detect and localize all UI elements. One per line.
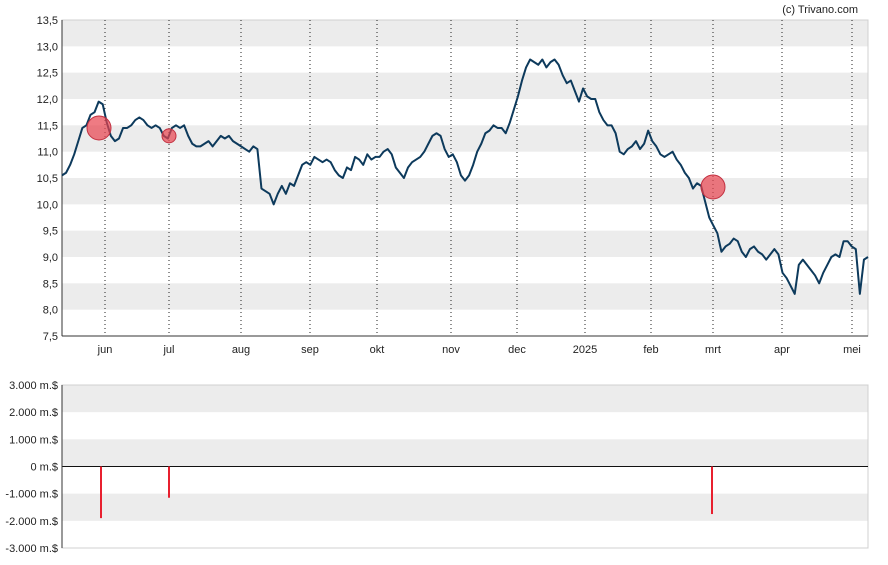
price-x-tick-label: apr bbox=[774, 344, 790, 356]
trade-band bbox=[62, 493, 868, 521]
price-y-tick-label: 13,5 bbox=[37, 15, 58, 27]
price-series-line bbox=[61, 58, 869, 295]
price-background-bands bbox=[61, 19, 869, 337]
trade-y-tick-label: 0 m.$ bbox=[30, 462, 58, 474]
price-y-tick-label: 11,5 bbox=[37, 120, 58, 132]
trade-y-tick-label: -1.000 m.$ bbox=[5, 489, 58, 501]
insider-trade-marker bbox=[86, 115, 112, 141]
price-x-tick-label: dec bbox=[508, 344, 526, 356]
trade-bars bbox=[100, 466, 713, 519]
price-y-tick-label: 8,5 bbox=[43, 278, 58, 290]
price-band bbox=[62, 72, 868, 99]
price-x-axis: jun jul aug sep okt nov dec 2025 feb mrt apr mei bbox=[97, 344, 861, 356]
trade-y-tick-label: 1.000 m.$ bbox=[9, 434, 58, 446]
price-x-tick-label: 2025 bbox=[573, 344, 597, 356]
trade-band bbox=[62, 439, 868, 467]
attribution-text: (c) Trivano.com bbox=[782, 4, 858, 16]
price-x-tick-label: sep bbox=[301, 344, 319, 356]
price-y-tick-label: 12,0 bbox=[37, 94, 58, 106]
price-band bbox=[62, 20, 868, 47]
price-x-tick-label: mrt bbox=[705, 344, 721, 356]
trade-y-tick-label: -3.000 m.$ bbox=[5, 543, 58, 555]
trade-y-tick-label: 2.000 m.$ bbox=[9, 407, 58, 419]
price-y-tick-label: 11,0 bbox=[37, 147, 58, 159]
price-y-tick-label: 10,5 bbox=[37, 173, 58, 185]
price-band bbox=[62, 178, 868, 205]
trade-band bbox=[62, 385, 868, 413]
price-y-axis: 13,5 13,0 12,5 12,0 11,5 11,0 10,5 10,0 9,5 9,0 8,… bbox=[37, 15, 868, 343]
price-y-tick-label: 8,0 bbox=[43, 305, 58, 317]
trade-y-axis: 3.000 m.$ 2.000 m.$ 1.000 m.$ 0 m.$ -1.000 m… bbox=[5, 380, 63, 555]
price-x-tick-label: okt bbox=[370, 344, 385, 356]
price-chart: 13,5 13,0 12,5 12,0 11,5 11,0 10,5 10,0 9,5 9,0 8,… bbox=[37, 15, 869, 356]
price-x-tick-label: mei bbox=[843, 344, 861, 356]
price-x-tick-label: aug bbox=[232, 344, 250, 356]
price-y-tick-label: 9,0 bbox=[43, 252, 58, 264]
trade-y-tick-label: 3.000 m.$ bbox=[9, 380, 58, 392]
price-y-tick-label: 12,5 bbox=[37, 68, 58, 80]
price-x-tick-label: nov bbox=[442, 344, 460, 356]
price-band bbox=[62, 283, 868, 310]
price-y-tick-label: 10,0 bbox=[37, 199, 58, 211]
price-x-tick-label: feb bbox=[643, 344, 658, 356]
price-x-tick-label: jul bbox=[162, 344, 174, 356]
insider-trade-markers bbox=[86, 115, 726, 200]
price-band bbox=[62, 230, 868, 257]
price-y-tick-label: 7,5 bbox=[43, 331, 58, 343]
price-band bbox=[62, 125, 868, 152]
price-x-tick-label: jun bbox=[97, 344, 113, 356]
insider-trade-marker bbox=[161, 128, 177, 144]
price-y-tick-label: 9,5 bbox=[43, 226, 58, 238]
trade-background-bands bbox=[61, 384, 869, 549]
price-y-tick-label: 13,0 bbox=[37, 41, 58, 53]
price-vertical-gridlines bbox=[104, 20, 853, 336]
trade-y-tick-label: -2.000 m.$ bbox=[5, 516, 58, 528]
insider-trade-marker bbox=[700, 174, 726, 200]
insider-trades-chart: 3.000 m.$ 2.000 m.$ 1.000 m.$ 0 m.$ -1.000 m… bbox=[5, 380, 869, 555]
